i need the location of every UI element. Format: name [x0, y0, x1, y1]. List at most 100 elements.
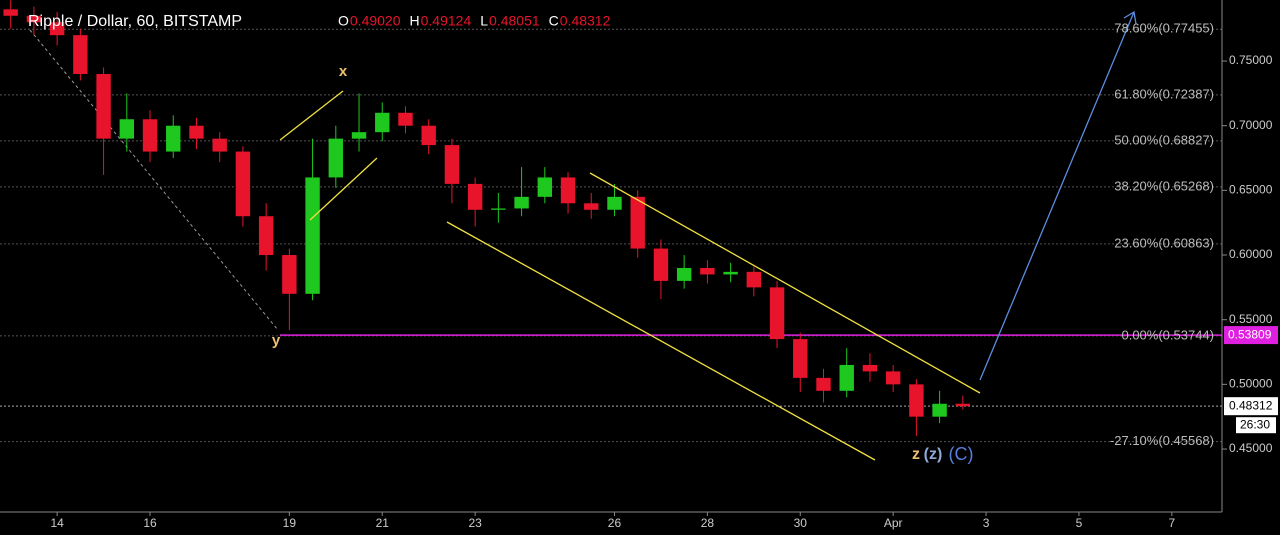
- x-tick-label: 16: [143, 516, 157, 530]
- y-tick-label: 0.55000: [1229, 312, 1273, 326]
- trend-guide: [29, 29, 279, 331]
- candle-body: [3, 9, 18, 16]
- legend-key: L: [480, 13, 488, 29]
- y-tick-label: 0.60000: [1229, 247, 1273, 261]
- candle-body: [909, 384, 924, 417]
- candle-body: [421, 125, 436, 146]
- candle-body: [235, 151, 251, 217]
- candle-body: [375, 112, 390, 133]
- candle-body: [351, 132, 367, 139]
- candle-body: [676, 267, 692, 281]
- channel-line: [446, 221, 876, 461]
- candle-body: [444, 145, 460, 184]
- fib-label: 23.60%(0.60863): [1114, 235, 1214, 250]
- candle-body: [560, 177, 576, 204]
- y-tick-label: 0.50000: [1229, 377, 1273, 391]
- fib-label: 38.20%(0.65268): [1114, 178, 1214, 193]
- candle-body: [467, 183, 483, 210]
- candle-body: [305, 177, 320, 294]
- x-tick-label: 5: [1076, 516, 1083, 530]
- x-tick-label: 23: [468, 516, 482, 530]
- fib-label: 50.00%(0.68827): [1114, 132, 1214, 147]
- fib-label: 78.60%(0.77455): [1114, 21, 1214, 36]
- y-tick-label: 0.45000: [1229, 441, 1273, 455]
- candle-body: [630, 196, 645, 249]
- candle-body: [816, 377, 831, 391]
- candle-body: [839, 364, 854, 391]
- candle-body: [166, 125, 181, 152]
- candle-body: [537, 177, 553, 197]
- candle-body: [26, 15, 42, 23]
- x-tick-label: 30: [794, 516, 808, 530]
- channel-line: [279, 90, 344, 141]
- candle-body: [862, 364, 878, 372]
- candle-body: [723, 271, 738, 275]
- candle-body: [584, 203, 599, 210]
- candle-body: [398, 112, 413, 126]
- x-tick-label: 21: [376, 516, 390, 530]
- arrow-head: [1123, 10, 1137, 25]
- candle-body: [607, 196, 622, 210]
- fib-label: 61.80%(0.72387): [1114, 86, 1214, 101]
- legend-value: 0.48051: [489, 13, 540, 29]
- legend-key: H: [410, 13, 420, 29]
- candle-body: [189, 125, 204, 139]
- projection-arrow: [979, 11, 1135, 381]
- channel-line: [309, 157, 378, 221]
- grid: [0, 28, 1222, 443]
- x-tick-label: Apr: [884, 516, 903, 530]
- candle-body: [328, 138, 344, 178]
- candle-body: [73, 35, 88, 74]
- candle-body: [700, 267, 715, 275]
- candle-body: [769, 287, 785, 340]
- price-tag: [1224, 397, 1278, 416]
- candle-body: [955, 403, 971, 407]
- countdown-tag: [1236, 417, 1276, 434]
- legend-key: O: [338, 13, 349, 29]
- price-axis: [1222, 0, 1280, 535]
- candle-body: [514, 196, 529, 209]
- y-tick-label: 0.75000: [1229, 53, 1273, 67]
- legend-key: C: [549, 13, 559, 29]
- legend-value: 0.48312: [560, 13, 611, 29]
- candle-body: [212, 138, 227, 152]
- candle-body: [258, 216, 274, 256]
- x-tick-label: 7: [1168, 516, 1175, 530]
- wave-label: x: [339, 63, 348, 80]
- candle-body: [142, 119, 158, 152]
- candle-body: [96, 73, 111, 139]
- y-tick-label: 0.65000: [1229, 183, 1273, 197]
- candle-body: [282, 255, 297, 294]
- axes: 0.75000 0.70000 0.65000 0.60000 0.55000 0.500…: [50, 53, 1272, 530]
- fib-label: -27.10%(0.45568): [1110, 433, 1214, 448]
- chart-title: Ripple / Dollar, 60, BITSTAMP: [28, 13, 242, 30]
- ohlc-legend: O 0.49020 H 0.49124 L 0.48051 C 0.48312: [338, 13, 611, 29]
- channel-lines: [279, 90, 981, 461]
- price-tag-label: 0.48312: [1229, 398, 1273, 412]
- fib-label: 0.00%(0.53744): [1121, 327, 1214, 342]
- price-tag-label: 0.53809: [1228, 327, 1272, 341]
- x-tick-label: 26: [608, 516, 622, 530]
- wave-label: (C): [949, 444, 974, 464]
- time-axis: [0, 512, 1280, 535]
- x-tick-label: 28: [701, 516, 715, 530]
- candle-body: [793, 339, 808, 378]
- channel-line: [589, 172, 981, 394]
- candle-body: [885, 371, 901, 385]
- x-tick-label: 19: [283, 516, 297, 530]
- candle-body: [932, 403, 947, 417]
- wave-label: y: [272, 332, 281, 349]
- candle-body: [653, 248, 669, 281]
- candle-body: [491, 208, 506, 210]
- legend-value: 0.49020: [350, 13, 401, 29]
- countdown: 26:30: [1240, 417, 1270, 431]
- candle-body: [49, 22, 65, 36]
- wave-label: z: [912, 446, 920, 463]
- y-tick-label: 0.70000: [1229, 118, 1273, 132]
- x-tick-label: 14: [50, 516, 64, 530]
- legend-value: 0.49124: [421, 13, 472, 29]
- wave-label: (z): [924, 446, 943, 463]
- candle-body: [746, 271, 762, 288]
- candles: [3, 0, 971, 437]
